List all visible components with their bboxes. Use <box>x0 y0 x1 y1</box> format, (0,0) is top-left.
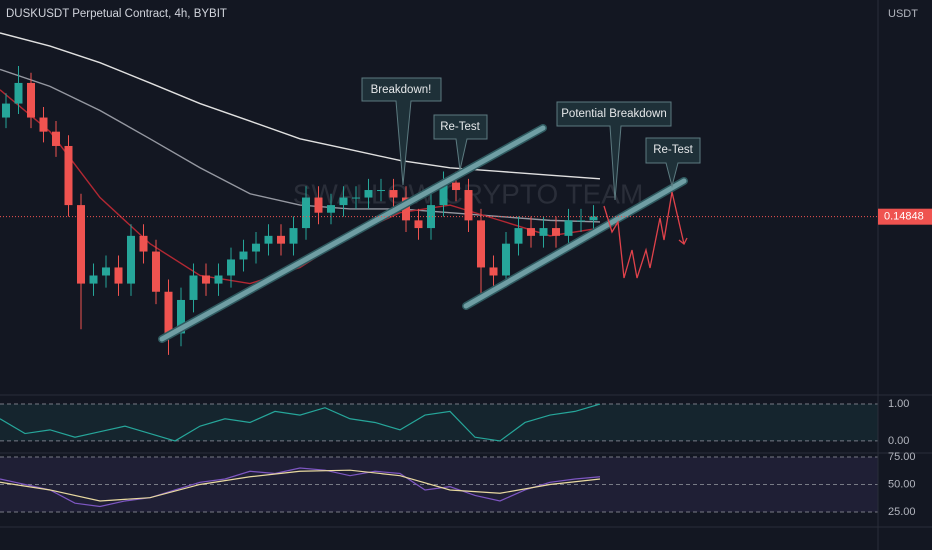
moving-average <box>0 68 601 223</box>
moving-averages <box>0 32 601 285</box>
candle-body <box>264 235 273 244</box>
candle-body <box>2 103 10 118</box>
indicator-line <box>0 467 601 508</box>
axes: 0.14848 <box>0 208 932 225</box>
header-title: DUSKUSDT Perpetual Contract, 4h, BYBIT <box>6 8 227 20</box>
candle-body <box>227 259 235 276</box>
candle-body <box>314 197 323 213</box>
annotation: Re-Test <box>440 121 480 133</box>
pane-tick-label: 1.00 <box>888 398 909 410</box>
candle-body <box>564 220 573 236</box>
candle-body <box>389 190 398 198</box>
candle-body <box>202 275 210 284</box>
annotation: Potential Breakdown <box>561 108 666 120</box>
pane-tick-label: 25.00 <box>888 506 916 518</box>
candles <box>2 66 598 355</box>
callout <box>645 137 701 188</box>
indicator-line <box>0 403 601 442</box>
current-price-label: 0.14848 <box>884 211 924 223</box>
candle-body <box>452 182 460 191</box>
candle-body <box>577 220 585 222</box>
current-price-tag <box>878 208 932 225</box>
annotation: Breakdown! <box>371 84 432 96</box>
price-unit: USDT <box>888 8 918 20</box>
projection <box>603 191 685 279</box>
candle-body <box>102 267 110 276</box>
candle-body <box>152 251 160 292</box>
candle-body <box>477 220 485 268</box>
candle-body <box>277 235 285 244</box>
callout <box>556 101 672 201</box>
indicator-panes: 1.00 0.00 75.00 50.00 25.00 <box>0 394 932 518</box>
candle-body <box>114 267 123 284</box>
candle-body <box>52 131 60 146</box>
candle-body <box>289 228 298 244</box>
candle-body <box>252 243 260 252</box>
candle-body <box>427 205 435 229</box>
candle-body <box>89 275 98 284</box>
candle-body <box>589 216 598 221</box>
channel-line <box>463 178 687 309</box>
pane-tick-label: 50.00 <box>888 478 916 490</box>
candle-body <box>352 197 360 199</box>
callout <box>361 77 442 186</box>
candle-body <box>539 228 548 236</box>
moving-average <box>0 32 601 180</box>
callout <box>433 114 488 171</box>
moving-average <box>0 89 601 285</box>
candle-body <box>464 190 473 221</box>
candle-body <box>327 205 335 213</box>
candle-body <box>439 182 448 206</box>
pane-band <box>0 456 878 512</box>
pane-tick-label: 0.00 <box>888 435 909 447</box>
candle-body <box>414 220 423 229</box>
candle-body <box>364 190 373 198</box>
candle-body <box>77 205 85 284</box>
candle-body <box>177 299 185 334</box>
candle-body <box>64 145 73 206</box>
arrow-head <box>678 237 688 246</box>
annotation: Re-Test <box>653 144 693 156</box>
pane-tick-label: 75.00 <box>888 451 916 463</box>
candle-body <box>139 235 148 252</box>
candle-body <box>214 275 223 284</box>
drawings: Breakdown! Re-Test Potential Breakdown R… <box>158 77 701 343</box>
candle-body <box>189 275 198 300</box>
candle-body <box>514 228 523 244</box>
candle-body <box>127 235 135 284</box>
candle-body <box>164 291 173 334</box>
candle-body <box>39 117 48 132</box>
candle-body <box>339 197 348 206</box>
candle-body <box>402 197 410 221</box>
channel-line <box>159 125 546 342</box>
candle-body <box>489 267 498 276</box>
candle-body <box>552 228 560 236</box>
indicator-line <box>0 469 601 502</box>
candle-body <box>239 251 248 260</box>
candle-body <box>302 197 310 229</box>
candle-body <box>502 243 510 276</box>
candle-body <box>14 82 23 104</box>
candle-body <box>27 82 35 118</box>
pane-band <box>0 404 878 441</box>
candle-body <box>527 228 535 236</box>
candle-body <box>377 190 385 192</box>
